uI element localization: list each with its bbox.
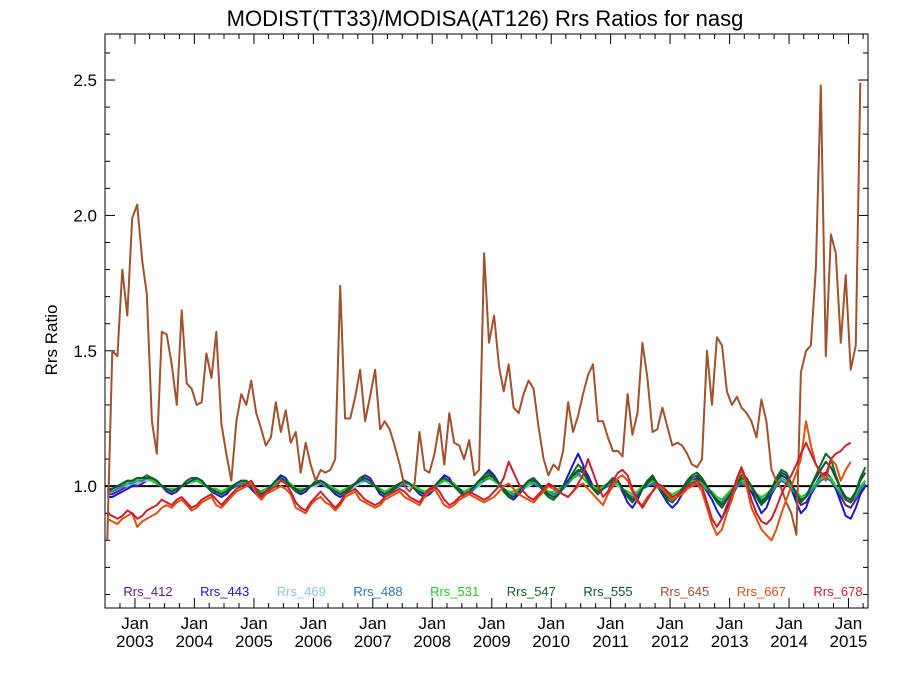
series-line-rrs-667 (106, 420, 852, 542)
legend-item-rrs-555: Rrs_555 (583, 584, 632, 599)
legend-item-rrs-667: Rrs_667 (737, 584, 786, 599)
x-tick-label-year: 2015 (830, 632, 868, 651)
x-tick-label-month: Jan (181, 614, 208, 633)
y-tick-label: 1.0 (73, 477, 97, 496)
x-tick-label-month: Jan (478, 614, 505, 633)
x-tick-label-month: Jan (240, 614, 267, 633)
x-tick-label-year: 2013 (711, 632, 749, 651)
legend-item-rrs-678: Rrs_678 (813, 584, 862, 599)
series-line-rrs-555 (107, 460, 867, 507)
y-tick-label: 2.5 (73, 71, 97, 90)
plot-area: 1.01.52.02.5Jan2003Jan2004Jan2005Jan2006… (73, 33, 869, 651)
y-tick-label: 1.5 (73, 342, 97, 361)
legend-item-rrs-547: Rrs_547 (507, 584, 556, 599)
legend-item-rrs-531: Rrs_531 (430, 584, 479, 599)
x-tick-label-month: Jan (597, 614, 624, 633)
x-tick-label-month: Jan (121, 614, 148, 633)
x-tick-label-year: 2014 (770, 632, 808, 651)
legend-item-rrs-469: Rrs_469 (277, 584, 326, 599)
x-tick-label-month: Jan (359, 614, 386, 633)
y-axis-label: Rrs Ratio (42, 305, 61, 376)
y-tick-label: 2.0 (73, 206, 97, 225)
x-tick-label-year: 2007 (354, 632, 392, 651)
x-tick-label-year: 2010 (532, 632, 570, 651)
legend-item-rrs-645: Rrs_645 (660, 584, 709, 599)
legend-item-rrs-443: Rrs_443 (200, 584, 249, 599)
x-tick-label-year: 2003 (116, 632, 154, 651)
x-tick-label-year: 2005 (235, 632, 273, 651)
x-tick-label-year: 2008 (413, 632, 451, 651)
chart-title: MODIST(TT33)/MODISA(AT126) Rrs Ratios fo… (227, 6, 744, 31)
legend-item-rrs-412: Rrs_412 (123, 584, 172, 599)
plot-frame (104, 33, 869, 609)
x-tick-label-month: Jan (716, 614, 743, 633)
x-tick-label-month: Jan (775, 614, 802, 633)
x-tick-label-month: Jan (835, 614, 862, 633)
x-tick-label-year: 2004 (175, 632, 213, 651)
x-tick-label-month: Jan (656, 614, 683, 633)
x-tick-label-month: Jan (418, 614, 445, 633)
x-tick-label-year: 2009 (473, 632, 511, 651)
x-tick-label-month: Jan (537, 614, 564, 633)
legend-item-rrs-488: Rrs_488 (353, 584, 402, 599)
x-tick-label-year: 2011 (592, 632, 629, 651)
series-line-rrs-678 (106, 441, 852, 528)
x-tick-label-year: 2012 (651, 632, 689, 651)
series-line-rrs-645 (106, 82, 862, 541)
x-tick-label-month: Jan (300, 614, 327, 633)
x-tick-label-year: 2006 (294, 632, 332, 651)
